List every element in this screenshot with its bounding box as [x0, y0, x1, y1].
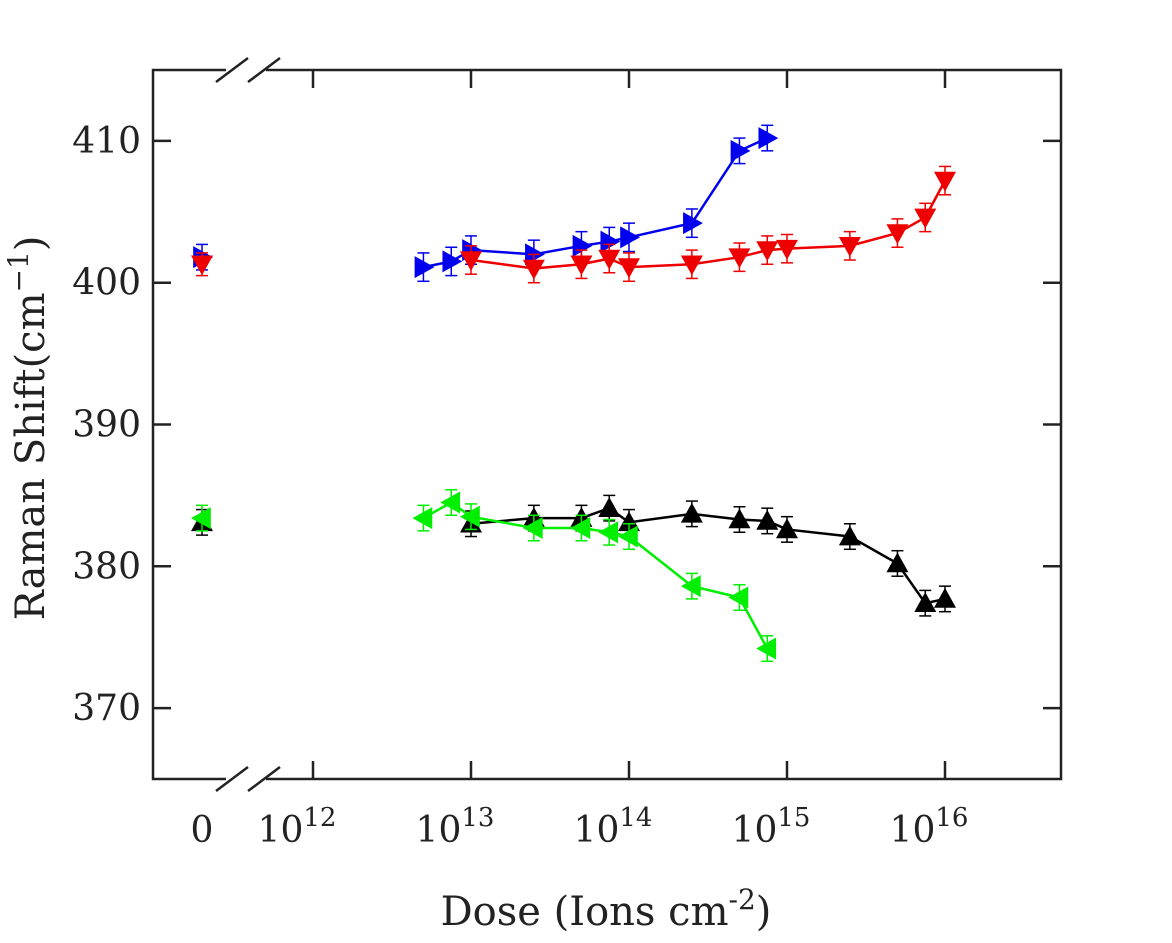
data-point: [414, 256, 435, 279]
x-tick-label: 1013: [416, 803, 495, 851]
y-tick-label: 390: [72, 405, 141, 446]
data-point: [756, 637, 777, 660]
data-point: [572, 234, 593, 257]
data-point: [618, 258, 640, 279]
axis-ticks: [153, 70, 1061, 779]
data-point: [522, 259, 545, 280]
series-3: [191, 494, 956, 617]
y-tick-label: 380: [72, 546, 141, 587]
data-point: [914, 208, 937, 229]
data-point: [934, 587, 956, 608]
data-point: [680, 502, 703, 523]
data-point: [914, 592, 937, 612]
data-point: [776, 518, 798, 539]
data-point: [618, 511, 640, 532]
x-zero-label: 0: [191, 810, 214, 851]
y-axis-title: Raman Shift(cm−1): [2, 236, 54, 621]
x-tick-label: 1012: [258, 803, 337, 851]
x-tick-label: 1016: [890, 803, 969, 851]
data-point: [460, 251, 482, 272]
x-axis-title: Dose (Ions cm-2): [441, 883, 772, 935]
x-axis-title-text: Dose (Ions cm: [441, 889, 729, 935]
x-tick-label: 1015: [732, 803, 811, 851]
data-point: [934, 171, 956, 192]
axis-break-slash: [247, 766, 281, 792]
data-point: [730, 139, 751, 162]
data-point: [838, 525, 861, 546]
data-point: [598, 497, 621, 517]
axis-break-slash: [247, 57, 281, 83]
x-axis-title-superscript: -2: [729, 883, 756, 916]
data-point: [570, 255, 593, 276]
data-point: [758, 127, 779, 150]
data-point: [838, 237, 861, 257]
data-point-zero: [191, 507, 211, 530]
data-point: [756, 241, 779, 262]
data-point: [620, 226, 640, 249]
data-series: [191, 124, 956, 663]
data-point: [440, 491, 461, 514]
plot-frame: [151, 68, 1063, 781]
tick-labels: 370 380 390 400 410 1012 1013 1014 1015 1016 0: [72, 121, 968, 851]
data-point: [522, 517, 543, 540]
y-tick-label: 410: [72, 121, 141, 162]
data-point: [598, 521, 619, 544]
y-axis-title-close: ): [8, 236, 54, 252]
data-point: [412, 507, 433, 530]
y-axis-title-superscript: −1: [2, 251, 35, 292]
axis-break-slash: [215, 57, 249, 83]
series-4: [191, 488, 777, 663]
y-axis-title-text: Raman Shift(cm: [8, 292, 54, 620]
data-point: [728, 586, 749, 609]
data-point: [570, 517, 591, 540]
axis-break-slash: [215, 766, 249, 792]
y-tick-label: 400: [72, 263, 141, 304]
data-point: [776, 239, 798, 260]
data-point: [598, 249, 621, 270]
data-point: [680, 255, 703, 276]
series-line: [422, 501, 769, 650]
x-tick-label: 1014: [574, 803, 653, 851]
data-point: [728, 248, 751, 269]
y-tick-label: 370: [72, 688, 141, 729]
data-point: [600, 230, 621, 253]
data-point: [886, 224, 909, 245]
x-axis-title-close: ): [756, 889, 772, 935]
axis-break-markers: [215, 57, 281, 792]
data-point: [683, 212, 703, 235]
series-1: [193, 124, 779, 283]
data-point: [728, 508, 751, 529]
data-point: [886, 552, 909, 573]
series-line: [423, 136, 768, 269]
data-point-zero: [191, 255, 213, 276]
data-point: [460, 505, 480, 528]
data-point: [618, 525, 638, 548]
data-point: [756, 509, 779, 530]
data-point: [680, 575, 701, 598]
series-2: [191, 165, 956, 284]
data-point: [442, 250, 463, 273]
